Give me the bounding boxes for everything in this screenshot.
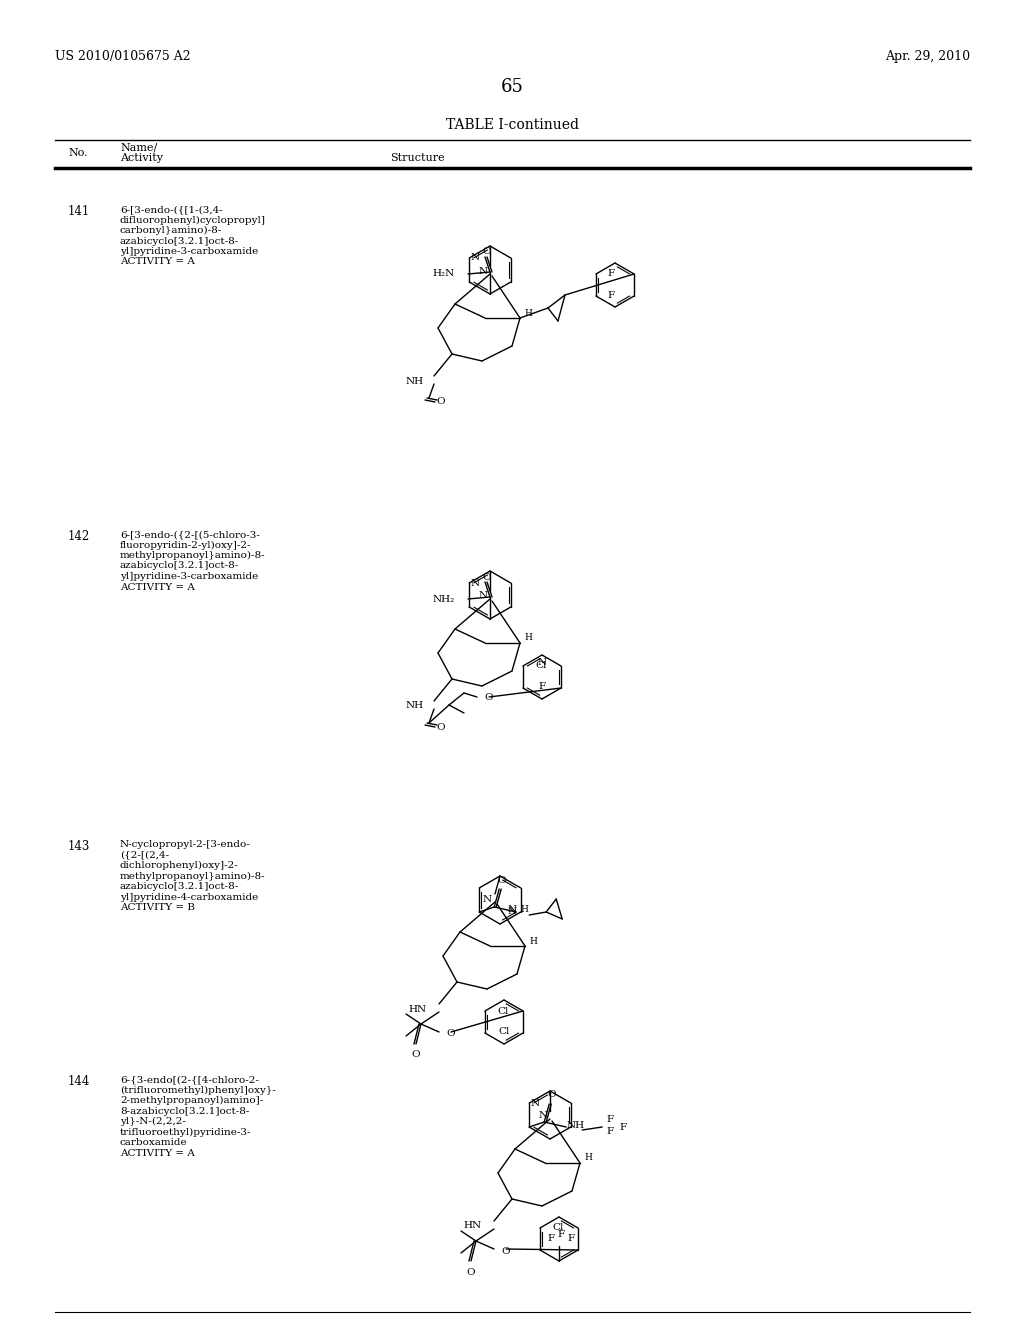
Text: N: N xyxy=(507,904,516,913)
Text: F: F xyxy=(608,292,615,301)
Text: carboxamide: carboxamide xyxy=(120,1138,187,1147)
Text: N: N xyxy=(538,657,547,667)
Text: O: O xyxy=(412,1049,420,1059)
Text: 6-{3-endo[(2-{[4-chloro-2-: 6-{3-endo[(2-{[4-chloro-2- xyxy=(120,1074,259,1084)
Text: TABLE I-continued: TABLE I-continued xyxy=(445,117,579,132)
Text: F: F xyxy=(557,1230,564,1239)
Text: dichlorophenyl)oxy]-2-: dichlorophenyl)oxy]-2- xyxy=(120,861,239,870)
Text: O: O xyxy=(547,1090,556,1100)
Text: O: O xyxy=(484,693,493,701)
Text: F: F xyxy=(608,269,615,279)
Text: yl}-N-(2,2,2-: yl}-N-(2,2,2- xyxy=(120,1117,186,1126)
Text: difluorophenyl)cyclopropyl]: difluorophenyl)cyclopropyl] xyxy=(120,215,266,224)
Text: 65: 65 xyxy=(501,78,523,96)
Text: Cl: Cl xyxy=(552,1224,563,1233)
Text: 2-methylpropanoyl)amino]-: 2-methylpropanoyl)amino]- xyxy=(120,1096,263,1105)
Text: ACTIVITY = A: ACTIVITY = A xyxy=(120,257,195,267)
Text: F: F xyxy=(548,1234,555,1243)
Text: methylpropanoyl}amino)-8-: methylpropanoyl}amino)-8- xyxy=(120,871,265,880)
Text: Cl: Cl xyxy=(497,1006,508,1015)
Text: F: F xyxy=(567,1234,574,1243)
Text: NH₂: NH₂ xyxy=(433,594,455,603)
Text: O: O xyxy=(436,397,445,407)
Text: F: F xyxy=(620,1122,627,1131)
Text: N: N xyxy=(508,908,517,916)
Text: HN: HN xyxy=(409,1005,427,1014)
Text: F: F xyxy=(539,682,546,690)
Text: N: N xyxy=(470,578,479,587)
Text: carbonyl}amino)-8-: carbonyl}amino)-8- xyxy=(120,226,222,235)
Text: Name/: Name/ xyxy=(120,143,158,153)
Text: yl]pyridine-3-carboxamide: yl]pyridine-3-carboxamide xyxy=(120,247,258,256)
Text: ACTIVITY = B: ACTIVITY = B xyxy=(120,903,195,912)
Text: F: F xyxy=(606,1115,613,1125)
Text: No.: No. xyxy=(68,148,88,158)
Text: Structure: Structure xyxy=(390,153,444,162)
Text: 6-[3-endo-({2-[(5-chloro-3-: 6-[3-endo-({2-[(5-chloro-3- xyxy=(120,531,260,539)
Text: N: N xyxy=(539,1111,548,1121)
Text: H: H xyxy=(524,634,531,643)
Text: methylpropanoyl}amino)-8-: methylpropanoyl}amino)-8- xyxy=(120,550,265,560)
Text: N: N xyxy=(470,253,479,263)
Text: 144: 144 xyxy=(68,1074,90,1088)
Text: ({2-[(2,4-: ({2-[(2,4- xyxy=(120,850,169,859)
Text: Cl: Cl xyxy=(535,661,547,671)
Text: 8-azabicyclo[3.2.1]oct-8-: 8-azabicyclo[3.2.1]oct-8- xyxy=(120,1106,250,1115)
Text: yl]pyridine-4-carboxamide: yl]pyridine-4-carboxamide xyxy=(120,892,258,902)
Text: H: H xyxy=(529,936,537,945)
Text: fluoropyridin-2-yl)oxy]-2-: fluoropyridin-2-yl)oxy]-2- xyxy=(120,540,252,549)
Text: ACTIVITY = A: ACTIVITY = A xyxy=(120,1148,195,1158)
Text: US 2010/0105675 A2: US 2010/0105675 A2 xyxy=(55,50,190,63)
Text: N-cyclopropyl-2-[3-endo-: N-cyclopropyl-2-[3-endo- xyxy=(120,840,251,849)
Text: O: O xyxy=(501,1246,510,1255)
Text: F: F xyxy=(606,1127,613,1137)
Text: yl]pyridine-3-carboxamide: yl]pyridine-3-carboxamide xyxy=(120,572,258,581)
Text: 143: 143 xyxy=(68,840,90,853)
Text: (trifluoromethyl)phenyl]oxy}-: (trifluoromethyl)phenyl]oxy}- xyxy=(120,1085,275,1094)
Text: HN: HN xyxy=(464,1221,482,1230)
Text: H₂N: H₂N xyxy=(433,269,455,279)
Text: O: O xyxy=(446,1030,455,1039)
Text: O: O xyxy=(482,573,492,582)
Text: N: N xyxy=(478,591,487,601)
Text: ACTIVITY = A: ACTIVITY = A xyxy=(120,582,195,591)
Text: azabicyclo[3.2.1]oct-8-: azabicyclo[3.2.1]oct-8- xyxy=(120,236,240,246)
Text: H: H xyxy=(584,1154,592,1163)
Text: 142: 142 xyxy=(68,531,90,543)
Text: H: H xyxy=(520,904,528,913)
Text: O: O xyxy=(467,1269,475,1276)
Text: azabicyclo[3.2.1]oct-8-: azabicyclo[3.2.1]oct-8- xyxy=(120,882,240,891)
Text: O: O xyxy=(482,248,492,256)
Text: NH: NH xyxy=(566,1121,585,1130)
Text: Cl: Cl xyxy=(499,1027,510,1036)
Text: O: O xyxy=(497,876,506,884)
Text: 6-[3-endo-({[1-(3,4-: 6-[3-endo-({[1-(3,4- xyxy=(120,205,223,214)
Text: O: O xyxy=(436,722,445,731)
Text: NH: NH xyxy=(406,376,424,385)
Text: trifluoroethyl)pyridine-3-: trifluoroethyl)pyridine-3- xyxy=(120,1127,252,1137)
Text: N: N xyxy=(530,1098,540,1107)
Text: N: N xyxy=(478,267,487,276)
Text: N: N xyxy=(482,895,492,903)
Text: azabicyclo[3.2.1]oct-8-: azabicyclo[3.2.1]oct-8- xyxy=(120,561,240,570)
Text: NH: NH xyxy=(406,701,424,710)
Text: H: H xyxy=(524,309,531,318)
Text: 141: 141 xyxy=(68,205,90,218)
Text: Apr. 29, 2010: Apr. 29, 2010 xyxy=(885,50,970,63)
Text: Activity: Activity xyxy=(120,153,163,162)
